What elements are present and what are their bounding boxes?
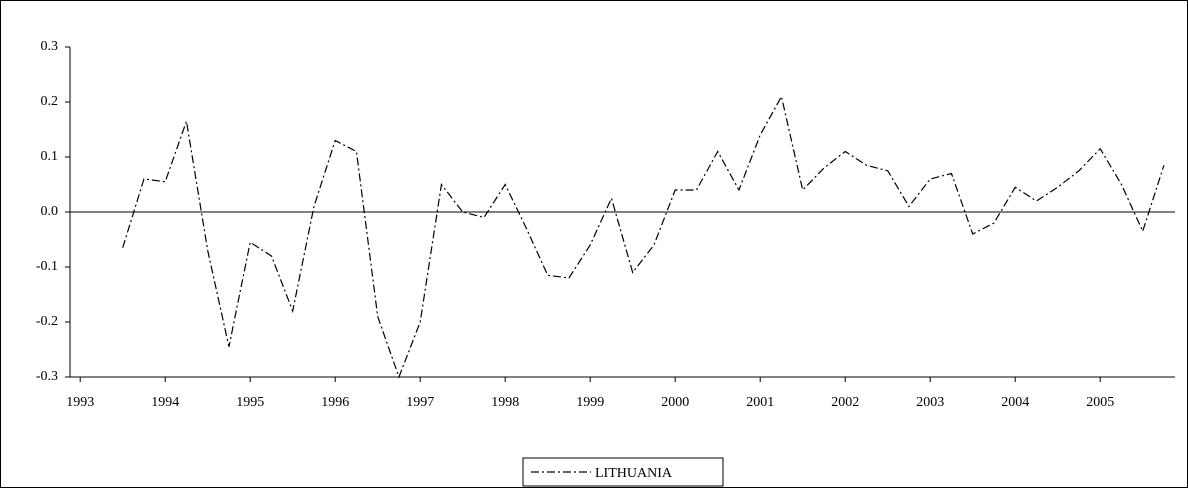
x-tick-label: 1996 [321,395,349,410]
y-tick-label: 0.0 [41,204,59,219]
y-tick-label: 0.2 [41,94,59,109]
x-tick-label: 1999 [576,395,604,410]
x-tick-label: 1994 [151,395,179,410]
x-tick-label: 2004 [1001,395,1029,410]
x-tick-label: 1998 [491,395,519,410]
legend-label: LITHUANIA [595,466,673,481]
y-tick-label: 0.3 [41,39,59,54]
x-tick-label: 2005 [1086,395,1114,410]
x-tick-label: 2003 [916,395,944,410]
y-tick-label: -0.3 [36,369,58,384]
x-tick-label: 2001 [746,395,774,410]
x-tick-label: 1993 [66,395,94,410]
y-tick-label: -0.1 [36,259,58,274]
data-line [122,94,1165,379]
y-tick-label: -0.2 [36,314,58,329]
x-tick-label: 1997 [406,395,434,410]
legend-box [522,457,724,487]
x-tick-label: 2000 [661,395,689,410]
x-tick-label: 2002 [831,395,859,410]
x-tick-label: 1995 [236,395,264,410]
y-tick-label: 0.1 [41,149,59,164]
